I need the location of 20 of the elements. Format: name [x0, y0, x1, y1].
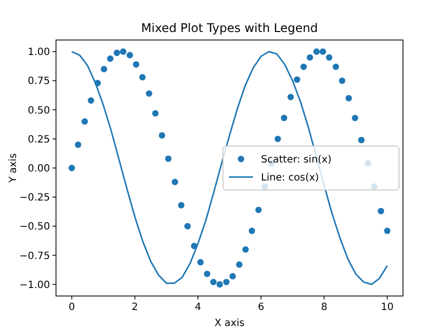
- x-tick-label: 6: [258, 302, 264, 313]
- x-tick-label: 10: [380, 302, 394, 313]
- x-tick-label: 4: [194, 302, 202, 313]
- y-tick-label: −0.75: [19, 250, 50, 262]
- y-tick-label: −0.25: [19, 192, 50, 204]
- y-tick-label: −0.50: [19, 222, 50, 233]
- y-tick-label: 1.00: [28, 47, 50, 58]
- y-axis-title: Y axis: [8, 153, 19, 184]
- x-axis-title: X axis: [214, 318, 245, 329]
- x-tick-label: 2: [132, 302, 138, 313]
- x-tick-label: 0: [68, 302, 75, 313]
- chart-title: Mixed Plot Types with Legend: [141, 21, 318, 35]
- legend-label: Line: cos(x): [261, 172, 320, 184]
- y-tick-label: 0.50: [28, 105, 50, 116]
- y-tick-label: −1.00: [19, 280, 50, 291]
- x-tick-label: 8: [320, 302, 328, 313]
- legend-label: Scatter: sin(x): [261, 154, 332, 166]
- y-tick-label: 0.75: [28, 76, 50, 88]
- y-tick-label: 0.25: [28, 134, 50, 146]
- y-tick-label: 0.00: [28, 164, 50, 174]
